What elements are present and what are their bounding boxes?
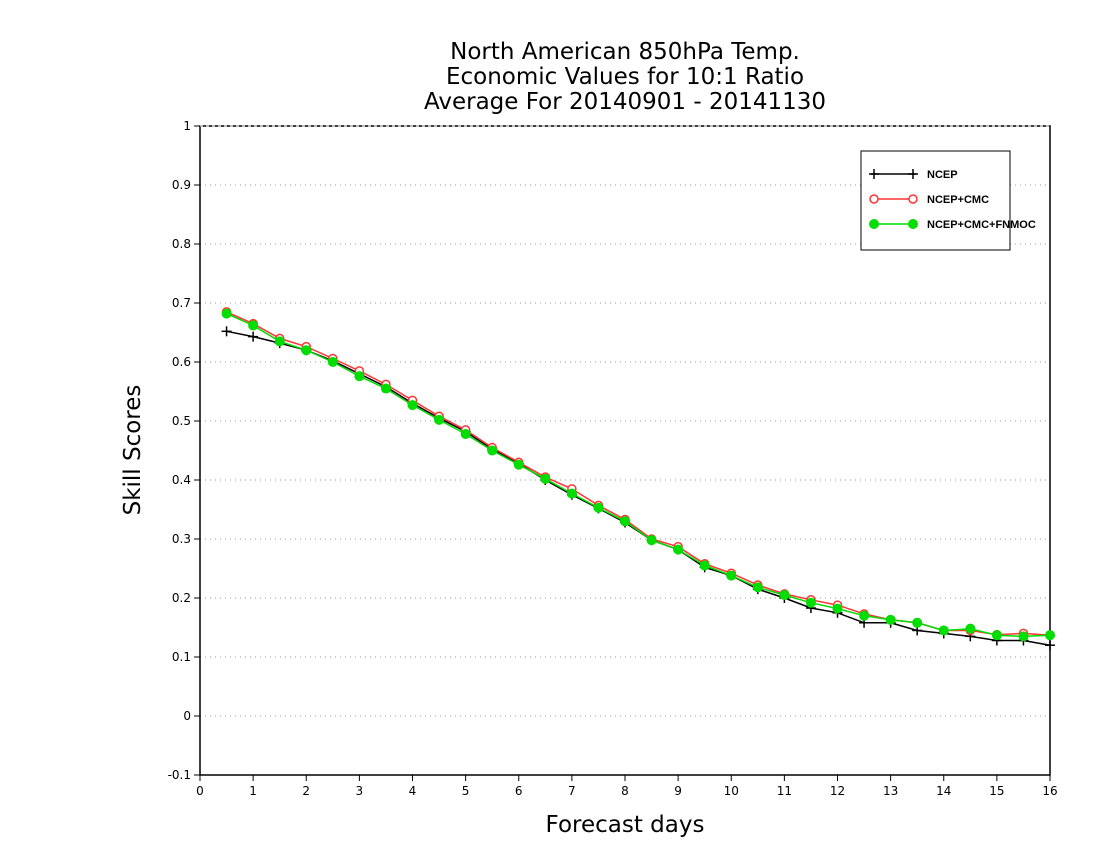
x-axis-label: Forecast days [546,812,705,838]
y-tick-label: 0.8 [172,237,191,251]
legend-label: NCEP+CMC+FNMOC [927,219,1036,231]
data-point [991,630,1002,641]
data-point [354,371,365,382]
data-point [327,357,338,367]
title-line-2: Economic Values for 10:1 Ratio [446,64,804,90]
y-tick-label: 0.7 [172,296,191,310]
data-point [673,544,684,555]
legend-marker [869,219,879,229]
data-point [965,623,976,634]
data-point [380,383,391,394]
data-point [566,488,577,499]
y-axis-label: Skill Scores [120,385,146,516]
data-point [1045,630,1055,641]
data-point [885,614,896,625]
data-point [460,428,471,439]
legend: NCEP NCEP+CMC NCEP+CMC+FNMOC [860,150,1036,251]
x-tick-label: 6 [515,784,523,798]
y-tick-label: 1 [183,119,191,133]
axes: -0.100.10.20.30.40.50.60.70.80.910 1 2 3 4 5 6… [168,119,1058,798]
data-point [859,610,870,621]
y-tick-label: 0.1 [172,650,191,664]
gridlines [200,184,1050,717]
x-tick-label: 7 [568,784,576,798]
legend-label: NCEP [927,169,958,181]
y-tick-label: 0.6 [172,355,191,369]
data-point [805,597,816,608]
data-point [248,320,259,331]
legend-box [860,150,1011,251]
data-point [1018,631,1029,642]
data-point [221,326,232,337]
data-point [434,414,445,425]
y-tick-label: 0.9 [172,178,191,192]
data-point [620,516,630,527]
data-point [274,336,285,347]
y-tick-label: 0.2 [172,591,191,605]
data-point [832,603,843,614]
x-tick-label: 12 [830,784,845,798]
x-tick-label: 9 [674,784,682,798]
x-tick-label: 4 [409,784,417,798]
legend-marker [908,194,918,204]
x-tick-label: 16 [1042,784,1057,798]
x-tick-label: 1 [249,784,257,798]
data-point [912,617,923,628]
data-point [248,331,259,342]
data-point [540,473,551,484]
series-2 [221,307,1055,640]
legend-marker [908,169,918,179]
data-point [938,625,949,636]
x-tick-label: 0 [196,784,204,798]
series-layer [221,307,1055,651]
data-point [301,345,312,356]
x-tick-label: 13 [883,784,898,798]
legend-marker [908,219,918,229]
legend-label: NCEP+CMC [927,194,989,206]
y-tick-label: 0 [183,709,191,723]
y-tick-label: 0.3 [172,532,191,546]
data-point [779,590,790,601]
x-tick-label: 15 [989,784,1004,798]
x-tick-label: 5 [462,784,470,798]
x-tick-label: 14 [936,784,951,798]
x-tick-label: 8 [621,784,629,798]
title-line-3: Average For 20140901 - 20141130 [424,89,826,115]
data-point [221,308,232,319]
x-tick-label: 10 [724,784,739,798]
series-1 [221,326,1055,651]
x-tick-label: 2 [302,784,310,798]
data-point [487,445,498,456]
x-tick-label: 3 [356,784,364,798]
data-point [1045,640,1055,651]
data-point [699,560,710,571]
legend-marker [869,169,879,179]
x-tick-label: 11 [777,784,792,798]
y-tick-label: -0.1 [168,768,191,782]
legend-marker [869,194,879,204]
title-line-1: North American 850hPa Temp. [450,39,800,65]
y-tick-label: 0.4 [172,473,191,487]
series-3 [221,308,1055,642]
data-point [752,582,763,593]
data-point [593,502,604,513]
y-tick-label: 0.5 [172,414,191,428]
data-point [646,535,657,546]
chart-title: North American 850hPa Temp. Economic Val… [424,39,826,115]
series-line [226,311,1051,636]
data-point [513,459,524,470]
data-point [726,570,737,581]
data-point [407,400,418,411]
